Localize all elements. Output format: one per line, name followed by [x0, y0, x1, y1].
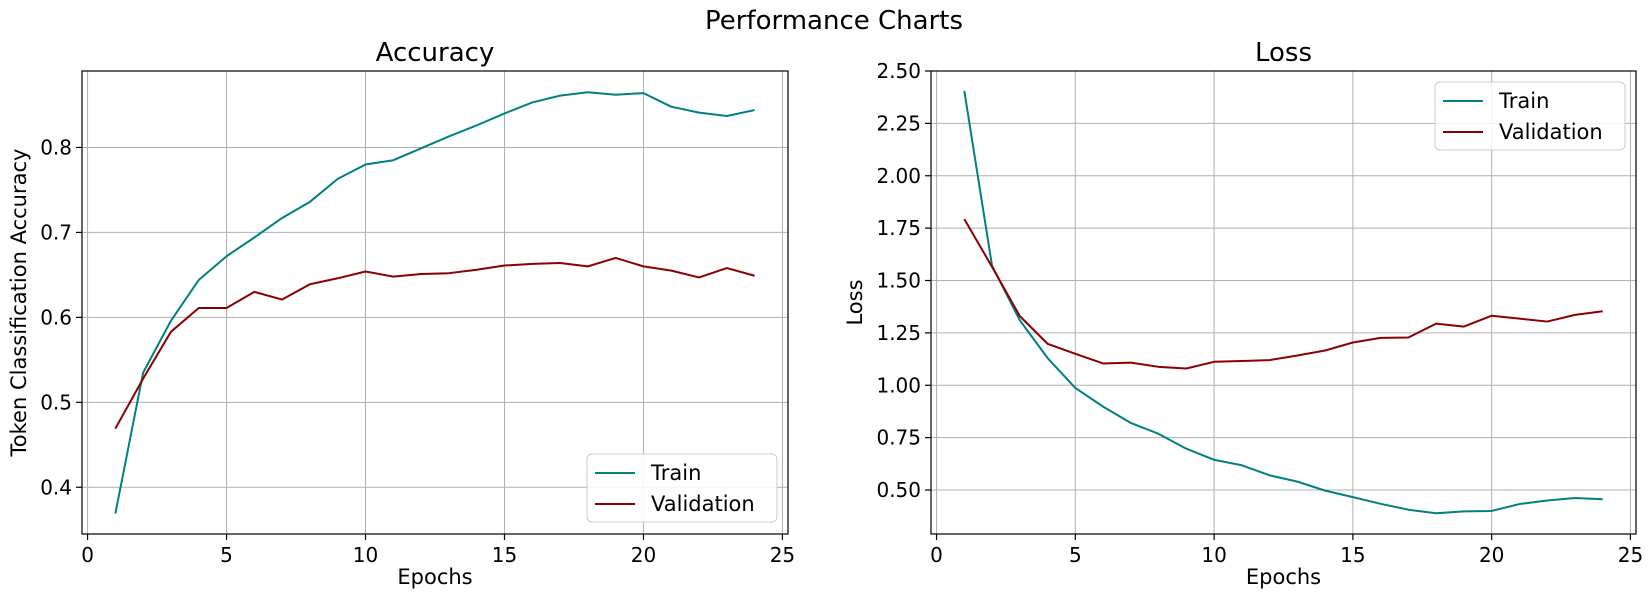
- loss-y-tick-label: 1.75: [876, 216, 921, 240]
- loss-series-train: [963, 90, 1603, 515]
- loss-x-tick-label: 5: [1069, 543, 1082, 567]
- accuracy-x-tick-label: 10: [353, 543, 378, 567]
- loss-plot-frame: [930, 70, 1637, 535]
- accuracy-legend: Train Validation: [586, 453, 778, 523]
- accuracy-chart: 0 5 10 15 20 25 0.4 0.5 0.6 0.7 0.8 Accuracy Epochs T…: [7, 38, 795, 589]
- loss-chart: 0 5 10 15 20 25 0.50 0.75 1.00 1.25 1.50 1.75 2.00 2.…: [843, 38, 1643, 589]
- figure-title: Performance Charts: [705, 6, 963, 36]
- accuracy-x-tick-label: 20: [631, 543, 656, 567]
- loss-x-tick-label: 10: [1201, 543, 1226, 567]
- accuracy-series-train: [114, 91, 755, 514]
- loss-legend-label-validation: Validation: [1499, 120, 1603, 144]
- loss-chart-title: Loss: [1255, 38, 1312, 68]
- accuracy-y-tick-label: 0.8: [40, 135, 72, 159]
- accuracy-chart-title: Accuracy: [376, 38, 495, 68]
- loss-y-tick-label: 1.50: [876, 269, 921, 293]
- loss-legend-label-train: Train: [1498, 89, 1549, 113]
- loss-x-tick-label: 20: [1479, 543, 1504, 567]
- loss-y-tick-label: 2.00: [876, 164, 921, 188]
- accuracy-x-tick-label: 0: [81, 543, 94, 567]
- loss-legend: Train Validation: [1434, 81, 1626, 151]
- accuracy-y-tick-label: 0.4: [40, 475, 72, 499]
- loss-y-tick-label: 1.00: [876, 373, 921, 397]
- loss-y-tick-label: 0.75: [876, 426, 921, 450]
- accuracy-y-tick-label: 0.6: [40, 305, 72, 329]
- loss-y-tick-label: 1.25: [876, 321, 921, 345]
- loss-y-tick-label: 2.50: [876, 59, 921, 83]
- accuracy-plot-frame: [81, 70, 789, 535]
- loss-y-tick-label: 0.50: [876, 478, 921, 502]
- loss-x-tick-label: 0: [930, 543, 943, 567]
- accuracy-x-axis-label: Epochs: [397, 565, 472, 589]
- accuracy-y-tick-label: 0.5: [40, 390, 72, 414]
- loss-x-tick-label: 25: [1618, 543, 1643, 567]
- accuracy-y-axis-label: Token Classification Accuracy: [7, 149, 31, 458]
- loss-x-axis-label: Epochs: [1246, 565, 1321, 589]
- accuracy-x-tick-label: 5: [220, 543, 233, 567]
- accuracy-x-tick-label: 15: [492, 543, 517, 567]
- accuracy-x-tick-label: 25: [770, 543, 795, 567]
- loss-y-axis-label: Loss: [843, 279, 867, 325]
- loss-series-validation: [963, 218, 1603, 370]
- accuracy-legend-label-train: Train: [650, 461, 701, 485]
- loss-y-tick-label: 2.25: [876, 111, 921, 135]
- accuracy-y-tick-label: 0.7: [40, 220, 72, 244]
- accuracy-legend-label-validation: Validation: [651, 492, 755, 516]
- accuracy-series-validation: [114, 256, 755, 430]
- loss-x-tick-label: 15: [1340, 543, 1365, 567]
